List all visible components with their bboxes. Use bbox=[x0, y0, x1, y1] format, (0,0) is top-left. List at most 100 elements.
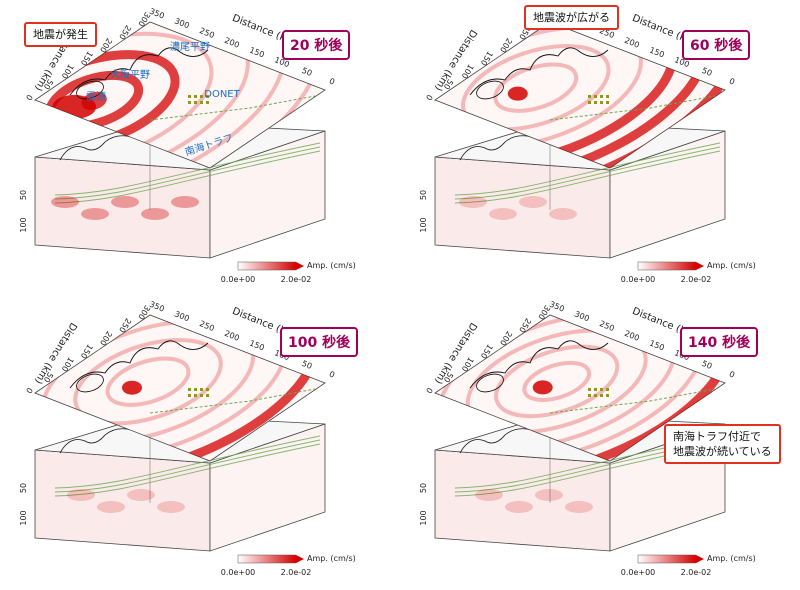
x-tick-label: 200 bbox=[223, 329, 241, 343]
map-plane bbox=[434, 314, 726, 462]
x-tick-label: 300 bbox=[573, 309, 591, 323]
source-region bbox=[532, 380, 553, 395]
colorbar: Amp. (cm/s) 0.0e+00 2.0e-02 bbox=[621, 261, 756, 284]
donet-station bbox=[594, 388, 597, 391]
donet-station bbox=[188, 101, 191, 104]
x-tick-label: 300 bbox=[173, 16, 191, 30]
source-region bbox=[507, 86, 528, 101]
nankai-trough-line bbox=[149, 388, 316, 414]
colorbar-gradient bbox=[237, 554, 297, 564]
depth-front-face bbox=[434, 449, 611, 552]
x-tick-label: 150 bbox=[648, 339, 666, 353]
y-tick-label: 0 bbox=[424, 93, 434, 102]
wave-front-ring bbox=[493, 62, 579, 113]
slab-boundary-line bbox=[54, 142, 321, 196]
donet-station bbox=[194, 95, 197, 98]
map-plane bbox=[434, 21, 726, 169]
nankai-trough-line bbox=[149, 95, 316, 121]
label-osaka-plain: 大阪平野 bbox=[110, 68, 150, 81]
x-tick-label: 0 bbox=[328, 370, 336, 380]
donet-station bbox=[200, 394, 203, 397]
colorbar-max: 2.0e-02 bbox=[681, 568, 712, 577]
label-nobi-plain: 濃尾平野 bbox=[170, 40, 210, 53]
slab-boundary-line bbox=[54, 435, 321, 489]
donet-station bbox=[594, 101, 597, 104]
slab-boundary-line bbox=[454, 146, 721, 200]
colorbar-arrow bbox=[696, 555, 704, 563]
depth-tick-label: 100 bbox=[19, 510, 28, 525]
donet-station bbox=[600, 101, 603, 104]
donet-station bbox=[606, 394, 609, 397]
colorbar-gradient bbox=[237, 261, 297, 271]
x-tick-label: 200 bbox=[623, 329, 641, 343]
donet-station bbox=[594, 394, 597, 397]
depth-wave-blob bbox=[565, 501, 593, 513]
label-donet: DONET bbox=[204, 89, 240, 100]
time-badge: 140 秒後 bbox=[680, 327, 759, 357]
donet-station bbox=[188, 388, 191, 391]
donet-station bbox=[194, 101, 197, 104]
colorbar: Amp. (cm/s) 0.0e+00 2.0e-02 bbox=[221, 554, 356, 577]
coastline bbox=[469, 340, 609, 389]
source-region bbox=[122, 380, 142, 395]
island-outline bbox=[476, 80, 504, 100]
x-tick-label: 50 bbox=[701, 66, 714, 78]
island-outline bbox=[76, 373, 104, 393]
depth-tick-label: 100 bbox=[419, 217, 428, 232]
callout-earthquake-occurs: 地震が発生 bbox=[24, 22, 97, 47]
slab-boundary-line bbox=[454, 142, 721, 196]
slab-boundary-line bbox=[54, 150, 321, 204]
island-outline bbox=[76, 80, 104, 100]
x-tick-label: 150 bbox=[248, 339, 266, 353]
y-tick-label: 0 bbox=[24, 93, 34, 102]
donet-station bbox=[606, 388, 609, 391]
colorbar-max: 2.0e-02 bbox=[281, 275, 312, 284]
depth-wave-blob bbox=[505, 501, 533, 513]
x-tick-label: 200 bbox=[223, 36, 241, 50]
donet-station bbox=[194, 388, 197, 391]
colorbar-label: Amp. (cm/s) bbox=[707, 554, 756, 563]
nankai-trough-line bbox=[549, 388, 716, 414]
donet-station bbox=[600, 394, 603, 397]
colorbar-label: Amp. (cm/s) bbox=[307, 554, 356, 563]
wave-front-ring bbox=[522, 360, 592, 402]
slab-boundary-line bbox=[54, 439, 321, 493]
colorbar-min: 0.0e+00 bbox=[621, 568, 656, 577]
coastline bbox=[69, 47, 209, 96]
donet-station bbox=[588, 388, 591, 391]
donet-station bbox=[200, 388, 203, 391]
slab-boundary-line bbox=[454, 150, 721, 204]
x-tick-label: 250 bbox=[198, 319, 216, 333]
colorbar-max: 2.0e-02 bbox=[281, 568, 312, 577]
donet-station bbox=[200, 101, 203, 104]
donet-station bbox=[606, 95, 609, 98]
slab-boundary-line bbox=[54, 146, 321, 200]
time-badge: 20 秒後 bbox=[282, 30, 351, 60]
x-tick-label: 0 bbox=[328, 77, 336, 87]
colorbar-label: Amp. (cm/s) bbox=[307, 261, 356, 270]
x-tick-label: 0 bbox=[728, 370, 736, 380]
donet-station bbox=[606, 101, 609, 104]
depth-wave-blob bbox=[157, 501, 185, 513]
colorbar-arrow bbox=[296, 262, 304, 270]
donet-station bbox=[206, 388, 209, 391]
colorbar-min: 0.0e+00 bbox=[221, 275, 256, 284]
depth-wave-blob bbox=[535, 489, 563, 501]
nankai-trough-line bbox=[549, 95, 716, 121]
colorbar: Amp. (cm/s) 0.0e+00 2.0e-02 bbox=[621, 554, 756, 577]
donet-station bbox=[188, 95, 191, 98]
depth-front-face bbox=[34, 449, 211, 552]
depth-tick-label: 50 bbox=[419, 190, 428, 200]
y-tick-label: 0 bbox=[424, 386, 434, 395]
depth-tick-label: 100 bbox=[419, 510, 428, 525]
time-badge: 60 秒後 bbox=[682, 30, 751, 60]
colorbar-gradient bbox=[637, 554, 697, 564]
depth-wave-blob bbox=[459, 196, 487, 208]
donet-station bbox=[200, 95, 203, 98]
y-tick-label: 0 bbox=[24, 386, 34, 395]
